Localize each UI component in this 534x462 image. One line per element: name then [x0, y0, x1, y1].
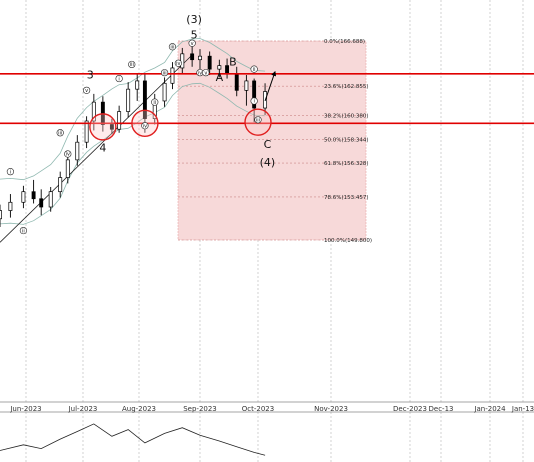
- candle-body: [48, 191, 53, 208]
- wave-label-minor-circle: [188, 39, 196, 47]
- wave-label-minor: iv: [143, 123, 147, 129]
- candle-body: [91, 101, 96, 122]
- x-tick-label: Oct-2023: [242, 405, 274, 413]
- candle-body: [142, 80, 147, 119]
- wave-label-major: 3: [87, 69, 94, 82]
- x-tick-label: Dec-2023: [393, 405, 427, 413]
- candle-body: [252, 80, 257, 109]
- candle-body: [39, 198, 44, 208]
- candle-body: [117, 111, 122, 130]
- fibonacci-level-label: 50.0%(158.344): [324, 137, 369, 143]
- fibonacci-level-label: 38.2%(160.380): [324, 113, 369, 119]
- upper-band: [0, 38, 266, 181]
- wave-label-minor-circle: [83, 86, 91, 94]
- wave-label-minor-circle: [168, 43, 177, 51]
- wave-label-minor-circle: [160, 69, 169, 77]
- wave-label-minor: ii: [22, 228, 25, 234]
- candle-body: [109, 124, 114, 130]
- candle-body: [162, 82, 167, 102]
- candle-body: [198, 55, 202, 61]
- wave-label-minor: iii: [256, 118, 260, 124]
- fibonacci-level-label: 61.8%(156.328): [324, 161, 369, 167]
- candle-body: [244, 80, 249, 91]
- candle-body: [75, 141, 80, 161]
- wave-label-minor-circle: [202, 69, 210, 77]
- x-tick-label: Aug-2023: [122, 405, 156, 413]
- wave-label-minor-circle: [141, 122, 149, 130]
- candle-body: [234, 73, 239, 91]
- wave-label-minor-circle: [174, 59, 182, 67]
- wave-label-minor: iv: [66, 152, 70, 158]
- wave-label-minor: iii: [170, 44, 174, 50]
- wave-label-minor: v: [85, 88, 88, 94]
- trend-line-segment: [0, 54, 193, 243]
- fibonacci-level-label: 23.6%(162.855): [324, 84, 369, 90]
- wave-label-minor: i: [10, 169, 11, 175]
- fibonacci-level-label: 0.0%(166.688): [324, 39, 365, 45]
- wave-label-minor-circle: [250, 97, 258, 105]
- wave-label-major: (4): [260, 156, 276, 169]
- trend-line: [0, 54, 193, 243]
- candle-body: [190, 53, 195, 61]
- wave-label-major: (3): [186, 13, 202, 26]
- candle-body: [180, 53, 185, 69]
- candle-body: [65, 159, 70, 178]
- wave-label-minor-circle: [6, 168, 14, 176]
- fibonacci-level-label: 100.0%(149.800): [324, 238, 372, 244]
- wave-label-minor: iii: [130, 62, 134, 68]
- candle-body: [8, 201, 13, 211]
- indicator-line: [0, 423, 266, 456]
- wave-label-minor: i: [253, 99, 254, 105]
- fibonacci-level-label: 78.6%(153.457): [324, 195, 369, 201]
- wave-label-minor: ii: [253, 67, 256, 73]
- x-tick-label: Nov-2023: [314, 405, 348, 413]
- wave-label-minor-circle: [19, 226, 28, 235]
- indicator-panel: [0, 423, 266, 456]
- wave-label-minor: iv: [176, 61, 180, 67]
- x-tick-label: Jul-2023: [68, 405, 98, 413]
- wave-label-minor-circle: [64, 150, 72, 158]
- candle-body: [135, 80, 140, 90]
- wave-label-minor-circle: [128, 60, 136, 69]
- wave-label-minor-circle: [56, 129, 64, 137]
- candle-body: [84, 120, 89, 143]
- wave-label-minor: ii: [153, 100, 156, 106]
- projection-arrow: [264, 70, 277, 102]
- wave-label-minor: iii: [162, 70, 166, 76]
- candle-body: [31, 191, 36, 200]
- wave-label-major: A: [216, 71, 224, 84]
- horizontal-lines: [0, 73, 534, 125]
- projection-arrow-line: [264, 70, 277, 102]
- wave-label-minor: v: [204, 70, 207, 76]
- wave-label-major: 5: [191, 29, 198, 42]
- candle-body: [0, 210, 2, 220]
- candle-body: [126, 88, 131, 112]
- highlight-circle: [89, 113, 117, 141]
- candle-body: [21, 191, 26, 203]
- candle-body: [58, 177, 63, 193]
- wave-label-minor-circle: [151, 98, 159, 106]
- wave-label-minor: iv: [198, 70, 202, 76]
- wave-label-minor: iii: [58, 130, 62, 136]
- candle-body: [207, 55, 212, 70]
- wave-label-major: 4: [99, 142, 106, 155]
- wave-label-minor-circle: [254, 116, 262, 124]
- x-tick-label: Jun-2023: [9, 405, 41, 413]
- x-tick-label: Jan-2024: [473, 405, 506, 413]
- wave-label-major: C: [264, 138, 272, 151]
- x-tick-label: Sep-2023: [183, 405, 217, 413]
- wave-label-minor: i: [118, 76, 119, 82]
- wave-label-minor-circle: [115, 74, 123, 83]
- wave-label-major: B: [229, 56, 237, 69]
- wave-label-minor-circle: [250, 65, 258, 73]
- x-tick-label: Jan-13: [511, 405, 534, 413]
- x-axis: Jun-2023 Jul-2023 Aug-2023 Sep-2023 Oct-2023…: [9, 405, 534, 413]
- x-tick-label: Dec-13: [429, 405, 454, 413]
- wave-label-minor: v: [191, 41, 194, 47]
- candle-body: [217, 65, 222, 70]
- candle-body: [170, 67, 175, 84]
